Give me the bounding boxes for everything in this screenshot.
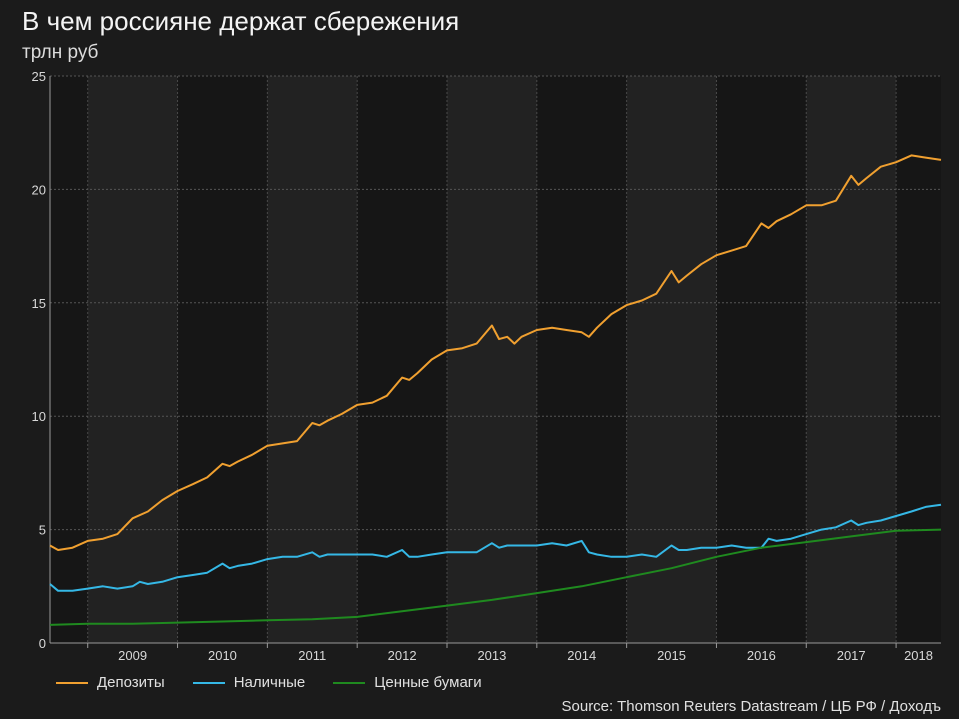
x-tick-label: 2012 [388,648,417,663]
legend: Депозиты Наличные Ценные бумаги [56,674,510,691]
series-line-3 [49,528,942,626]
year-band [87,76,178,643]
x-tick-label: 2015 [657,648,686,663]
legend-label: Депозиты [97,674,165,691]
source-note: Source: Thomson Reuters Datastream / ЦБ … [561,698,942,715]
x-tick-label: 2017 [837,648,866,663]
series-line-2 [49,503,942,592]
y-tick-label: 25 [32,69,46,84]
chart-subtitle: трлн руб [22,42,99,63]
y-tick-label: 5 [39,523,46,538]
year-band [626,76,717,643]
x-tick-label: 2011 [298,648,326,663]
x-tick-label: 2016 [747,648,776,663]
series-line-1 [49,154,942,551]
legend-label: Ценные бумаги [374,674,482,691]
y-tick-label: 20 [32,182,46,197]
legend-item: Ценные бумаги [333,674,482,691]
y-tick-label: 15 [32,296,46,311]
year-band [446,76,537,643]
x-tick-label: 2014 [567,648,596,663]
legend-item: Наличные [192,674,306,691]
legend-label: Наличные [233,674,306,691]
x-tick-label: 2013 [477,648,506,663]
legend-swatch [56,681,88,684]
x-tick-label: 2009 [118,648,147,663]
y-tick-label: 10 [32,409,46,424]
x-tick-label: 2010 [208,648,237,663]
x-tick-label: 2018 [904,648,933,663]
year-band [267,76,358,643]
year-band [806,76,897,643]
legend-swatch [192,681,225,684]
y-tick-label: 0 [39,636,46,651]
legend-swatch [333,681,366,684]
legend-item: Депозиты [56,674,165,691]
chart-title: В чем россияне держат сбережения [22,6,460,36]
